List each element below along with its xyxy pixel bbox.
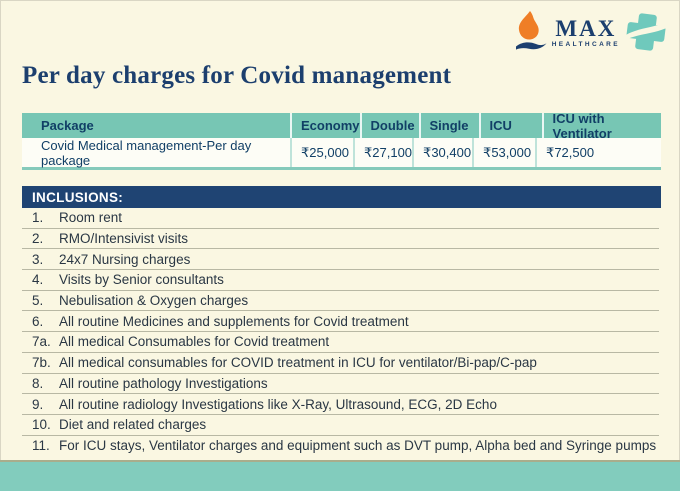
list-item-text: All routine radiology Investigations lik… <box>59 396 497 412</box>
list-item-text: Diet and related charges <box>59 417 207 433</box>
footer-band <box>0 460 680 491</box>
list-item: 11. For ICU stays, Ventilator charges and… <box>22 436 659 457</box>
list-item-number: 5. <box>32 293 44 309</box>
logo-text: MAX HEALTHCARE <box>552 17 620 49</box>
pricing-table-header-row: Package Economy Double Single ICU ICU wi… <box>22 111 661 141</box>
logo-brand-text: MAX <box>555 16 617 42</box>
column-header-icu: ICU <box>478 113 542 138</box>
list-item: 9. All routine radiology Investigations l… <box>22 394 659 415</box>
list-item-text: For ICU stays, Ventilator charges and eq… <box>59 438 657 454</box>
medical-cross-icon <box>625 13 667 51</box>
inclusions-heading: INCLUSIONS: <box>22 186 661 208</box>
list-item-number: 7a. <box>32 334 51 350</box>
pricing-table: Package Economy Double Single ICU ICU wi… <box>22 111 661 170</box>
list-item-number: 9. <box>32 396 44 412</box>
list-item-number: 6. <box>32 313 44 329</box>
column-header-single: Single <box>418 113 479 138</box>
column-header-double: Double <box>359 113 419 138</box>
list-item-number: 10. <box>32 417 51 433</box>
list-item-number: 11. <box>32 438 50 454</box>
list-item-number: 7b. <box>32 355 51 371</box>
list-item: 10. Diet and related charges <box>22 415 659 436</box>
list-item-number: 3. <box>32 251 44 267</box>
list-item-text: All routine pathology Investigations <box>59 375 268 391</box>
list-item-text: All routine Medicines and supplements fo… <box>59 313 409 329</box>
list-item-text: 24x7 Nursing charges <box>59 251 191 267</box>
cell-icu-price: ₹53,000 <box>472 138 536 167</box>
list-item-text: RMO/Intensivist visits <box>59 231 189 247</box>
list-item-number: 1. <box>32 210 44 226</box>
inclusions-list: 1. Room rent 2. RMO/Intensivist visits 3. 2… <box>22 208 659 456</box>
cell-double-price: ₹27,100 <box>353 138 413 167</box>
max-healthcare-logo: MAX HEALTHCARE <box>515 9 667 55</box>
cell-package-name: Covid Medical management-Per day package <box>22 138 290 168</box>
flame-icon <box>515 11 547 50</box>
page-title: Per day charges for Covid management <box>22 62 452 89</box>
list-item: 6. All routine Medicines and supplements … <box>22 311 659 333</box>
list-item-number: 2. <box>32 231 44 247</box>
list-item-text: Visits by Senior consultants <box>59 272 224 288</box>
list-item: 7a. All medical Consumables for Covid tre… <box>22 332 659 353</box>
list-item: 4. Visits by Senior consultants <box>22 270 659 291</box>
column-header-economy: Economy <box>290 113 360 138</box>
table-row: Covid Medical management-Per day package… <box>22 138 661 168</box>
cell-economy-price: ₹25,000 <box>290 138 353 167</box>
list-item-text: All medical consumables for COVID treatm… <box>59 355 537 371</box>
list-item-text: Room rent <box>59 210 123 226</box>
list-item: 7b. All medical consumables for COVID tre… <box>22 353 659 374</box>
cell-icu-ventilator-price: ₹72,500 <box>535 138 661 167</box>
list-item-text: All medical Consumables for Covid treatm… <box>59 334 330 350</box>
cell-single-price: ₹30,400 <box>412 138 473 167</box>
logo-sub-text: HEALTHCARE <box>551 41 620 49</box>
column-header-icu-ventilator: ICU with Ventilator <box>541 111 661 141</box>
list-item-number: 4. <box>32 272 44 288</box>
list-item: 5. Nebulisation & Oxygen charges <box>22 291 659 312</box>
list-item: 8. All routine pathology Investigations <box>22 374 659 395</box>
list-item: 1. Room rent <box>22 208 659 229</box>
list-item: 2. RMO/Intensivist visits <box>22 229 659 250</box>
list-item-number: 8. <box>32 375 44 391</box>
list-item-text: Nebulisation & Oxygen charges <box>59 293 249 309</box>
column-header-package: Package <box>22 113 290 138</box>
list-item: 3. 24x7 Nursing charges <box>22 249 659 271</box>
